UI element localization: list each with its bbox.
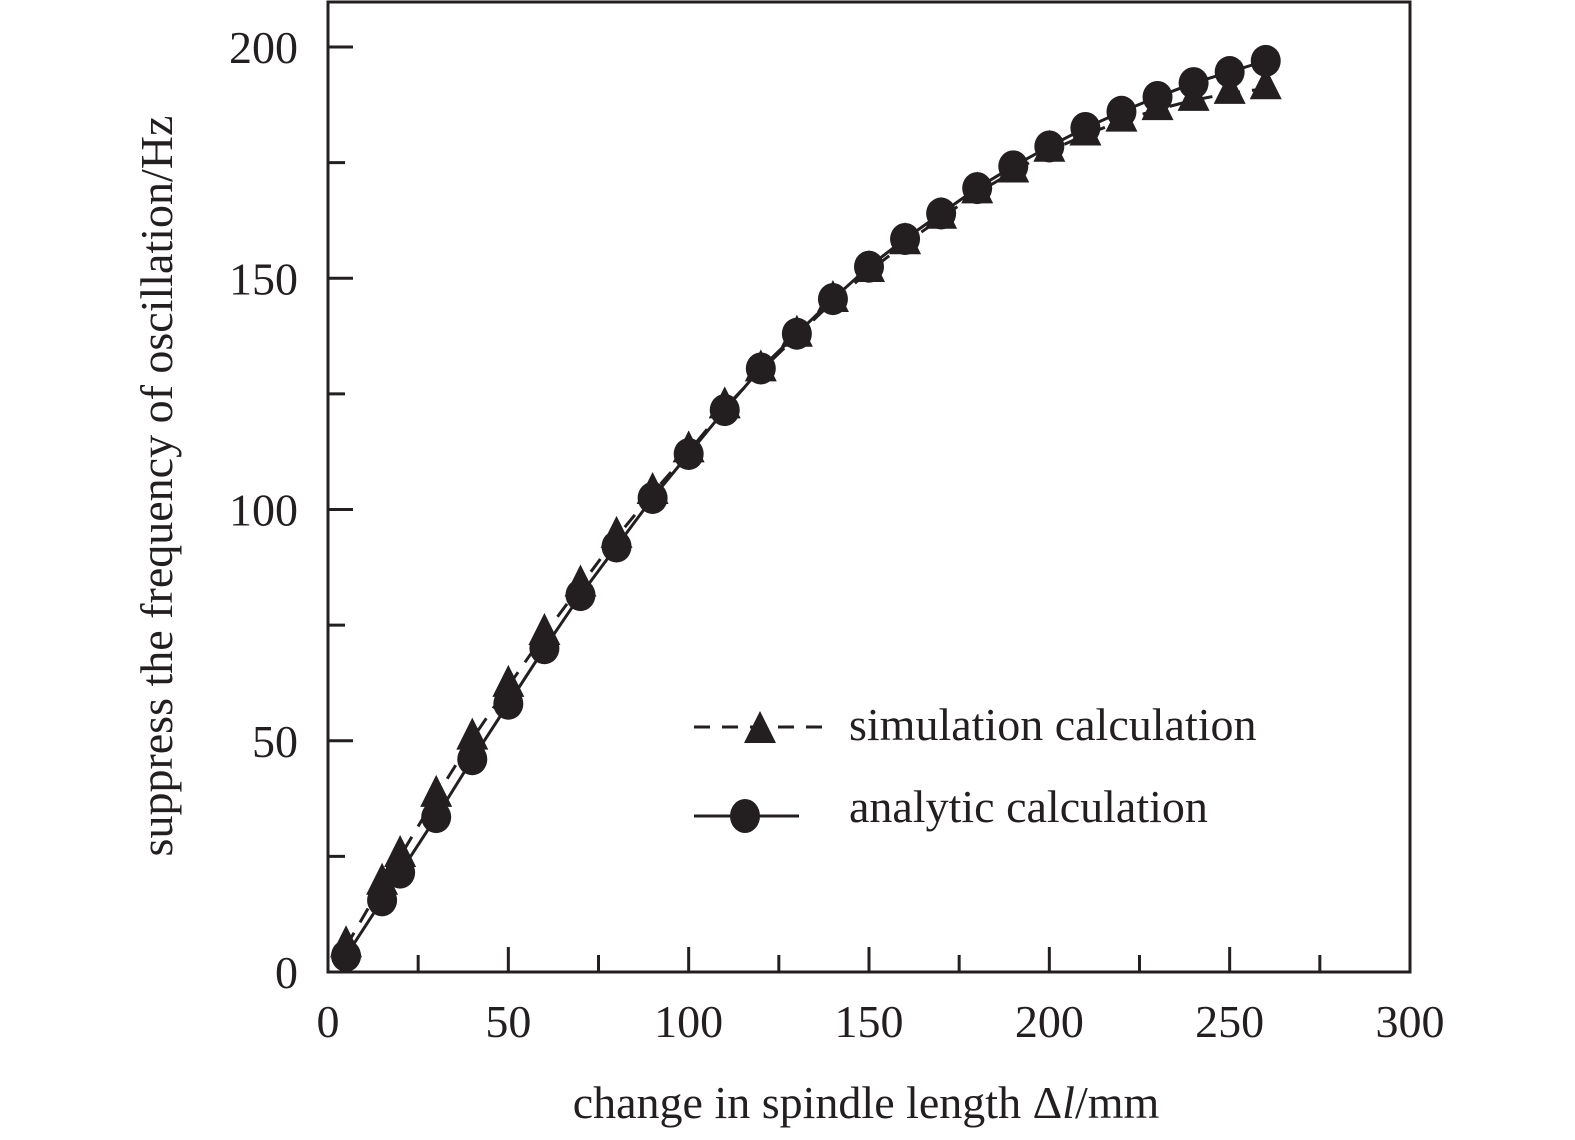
series-analytic-calculation [331, 44, 1281, 972]
circle-marker [385, 856, 416, 889]
circle-marker [926, 197, 957, 230]
y-tick-label: 0 [275, 947, 298, 998]
circle-marker [998, 150, 1029, 183]
legend-analytic-label: analytic calculation [849, 781, 1208, 832]
circle-marker [817, 283, 848, 316]
legend-item-simulation: simulation calculation [694, 699, 1257, 750]
circle-marker [1142, 80, 1173, 113]
y-tick-label: 200 [229, 22, 298, 73]
circle-marker [854, 250, 884, 283]
legend-triangle-marker [744, 711, 776, 743]
legend-circle-marker [730, 799, 760, 833]
triangle-marker [456, 717, 489, 750]
ticks-layer [328, 45, 1322, 972]
y-tick-label: 50 [252, 716, 298, 767]
x-tick-label: 150 [835, 996, 904, 1047]
circle-marker [1070, 111, 1101, 144]
circle-marker [1214, 55, 1245, 88]
legend-item-analytic: analytic calculation [694, 781, 1208, 833]
x-axis-label-italic: l [1062, 1077, 1075, 1128]
circle-marker [601, 530, 632, 563]
legend-simulation-label: simulation calculation [849, 699, 1257, 750]
y-tick-label: 150 [229, 253, 298, 304]
x-axis-label-suffix: /mm [1075, 1077, 1160, 1128]
series-layer [330, 44, 1282, 972]
circle-marker [529, 632, 560, 665]
legend: simulation calculation analytic calculat… [694, 699, 1257, 833]
circle-marker [421, 801, 452, 834]
y-axis-label: suppress the frequency of oscillation/Hz [131, 116, 182, 857]
circle-marker [637, 481, 668, 514]
x-tick-label: 300 [1376, 996, 1445, 1047]
x-axis-label: change in spindle length Δl/mm [573, 1077, 1160, 1128]
circle-marker [673, 438, 704, 470]
circle-marker [962, 172, 993, 205]
circle-marker [367, 884, 398, 917]
circle-marker [565, 579, 596, 612]
triangle-marker [420, 774, 453, 807]
circle-marker [709, 394, 740, 427]
x-tick-label: 100 [654, 996, 723, 1047]
circle-marker [493, 687, 524, 720]
y-tick-label: 100 [229, 485, 298, 536]
circle-marker [1178, 67, 1209, 100]
circle-marker [781, 317, 812, 350]
circle-marker [331, 939, 362, 972]
x-tick-label: 0 [317, 996, 340, 1047]
x-tick-label: 200 [1015, 996, 1084, 1047]
circle-marker [1106, 95, 1137, 128]
tick-labels-layer: 0 50 100 150 200 250 300 0 50 100 150 200 [229, 22, 1445, 1047]
x-tick-label: 250 [1195, 996, 1264, 1047]
circle-marker [1034, 130, 1065, 163]
triangle-marker [1249, 67, 1282, 100]
x-axis-label-prefix: change in spindle length Δ [573, 1077, 1062, 1128]
circle-marker [457, 743, 488, 776]
x-tick-label: 50 [485, 996, 531, 1047]
circle-marker [745, 352, 776, 385]
circle-marker [890, 222, 921, 255]
circle-marker [1250, 44, 1281, 77]
